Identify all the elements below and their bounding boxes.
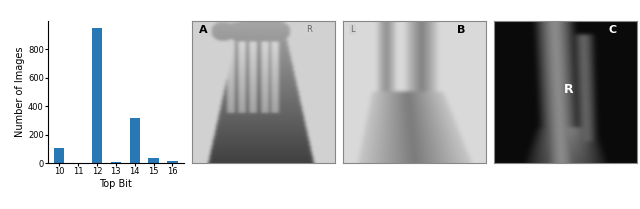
Text: B: B [457, 25, 466, 35]
Bar [92, 28, 102, 163]
Bar [167, 161, 178, 163]
Text: R: R [307, 25, 312, 34]
Text: A: A [199, 25, 208, 35]
Text: L: L [350, 25, 355, 34]
Y-axis label: Number of Images: Number of Images [15, 47, 25, 137]
Bar [129, 117, 140, 163]
Text: R: R [564, 83, 573, 96]
Text: C: C [608, 25, 616, 35]
Bar [148, 158, 159, 163]
Bar [111, 162, 121, 163]
Bar [54, 148, 65, 163]
X-axis label: Top Bit: Top Bit [99, 179, 132, 189]
